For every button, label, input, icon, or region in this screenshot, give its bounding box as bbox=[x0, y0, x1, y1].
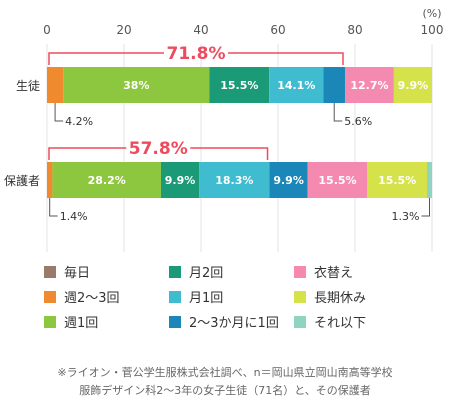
legend-swatch-8 bbox=[294, 315, 306, 328]
bar-segment-1-6 bbox=[307, 162, 368, 198]
total-label-0: 71.8% bbox=[167, 44, 226, 64]
legend-label-4: 月1回 bbox=[189, 291, 224, 306]
callout-leader-2 bbox=[49, 198, 58, 217]
legend-item-3: 月2回 bbox=[169, 262, 223, 281]
x-tick-label-0: 0 bbox=[43, 23, 51, 37]
legend-item-6: 衣替え bbox=[294, 262, 353, 281]
footnote: ※ライオン・菅公学生服株式会社調べ、n＝岡山県立岡山南高等学校 服飾デザイン科2… bbox=[10, 364, 440, 400]
bar-label-1-7: 15.5% bbox=[378, 174, 416, 187]
bar-segment-0-4 bbox=[269, 67, 324, 103]
bar-segment-1-3 bbox=[160, 162, 200, 198]
bar-segment-1-8 bbox=[426, 162, 432, 198]
bar-segment-1-5 bbox=[269, 162, 308, 198]
bar-segment-1-2 bbox=[52, 162, 161, 198]
category-label-1: 保護者 bbox=[4, 173, 40, 188]
legend-label-6: 衣替え bbox=[314, 266, 354, 281]
bar-label-0-6: 12.7% bbox=[350, 79, 388, 92]
category-label-0: 生徒 bbox=[16, 79, 40, 93]
bar-label-1-4: 18.3% bbox=[215, 174, 253, 187]
legend-label-0: 毎日 bbox=[64, 266, 91, 281]
bar-label-0-7: 9.9% bbox=[398, 79, 429, 92]
x-tick-label-1: 20 bbox=[116, 23, 131, 37]
legend-swatch-0 bbox=[44, 265, 56, 278]
legend-item-2: 週1回 bbox=[44, 312, 98, 331]
unit-label: (%) bbox=[422, 7, 441, 20]
bar-segment-1-7 bbox=[367, 162, 427, 198]
legend-swatch-5 bbox=[169, 315, 181, 328]
x-tick-label-5: 100 bbox=[421, 23, 444, 37]
bar-segment-0-7 bbox=[393, 67, 432, 103]
bar-segment-0-5 bbox=[323, 67, 345, 103]
bar-segment-0-3 bbox=[209, 67, 270, 103]
callout-leader-3 bbox=[421, 198, 430, 217]
bar-label-0-4: 14.1% bbox=[277, 79, 315, 92]
legend-label-5: 2〜3か月に1回 bbox=[189, 316, 279, 331]
legend-swatch-6 bbox=[294, 265, 306, 278]
bar-label-1-5: 9.9% bbox=[273, 174, 304, 187]
legend-item-0: 毎日 bbox=[44, 262, 90, 281]
x-tick-label-3: 60 bbox=[270, 23, 285, 37]
legend-label-8: それ以下 bbox=[314, 316, 367, 331]
bar-segment-1-4 bbox=[199, 162, 270, 198]
bar-segment-0-2 bbox=[63, 67, 210, 103]
callout-label-2: 1.4% bbox=[60, 210, 88, 223]
legend-label-3: 月2回 bbox=[189, 266, 224, 281]
legend-item-7: 長期休み bbox=[294, 287, 366, 306]
legend-item-5: 2〜3か月に1回 bbox=[169, 312, 279, 331]
legend-item-4: 月1回 bbox=[169, 287, 223, 306]
legend-label-1: 週2〜3回 bbox=[64, 291, 120, 306]
total-bracket-1 bbox=[48, 147, 269, 160]
chart-legend: 毎日週2〜3回週1回 月2回月1回 2〜3か月に1回 衣替え長期休みそれ以下 bbox=[44, 262, 444, 352]
x-tick-label-4: 80 bbox=[347, 23, 362, 37]
legend-label-7: 長期休み bbox=[314, 291, 367, 306]
legend-swatch-7 bbox=[294, 290, 306, 303]
callout-label-0: 4.2% bbox=[65, 115, 93, 128]
legend-item-8: それ以下 bbox=[294, 312, 366, 331]
callout-leader-0 bbox=[54, 103, 64, 122]
footnote-line-1: ※ライオン・菅公学生服株式会社調べ、n＝岡山県立岡山南高等学校 bbox=[57, 366, 393, 379]
bar-label-1-6: 15.5% bbox=[318, 174, 356, 187]
bar-segment-1-1 bbox=[47, 162, 53, 198]
legend-swatch-3 bbox=[169, 265, 181, 278]
legend-swatch-2 bbox=[44, 315, 56, 328]
legend-item-1: 週2〜3回 bbox=[44, 287, 120, 306]
bar-segment-0-6 bbox=[344, 67, 394, 103]
callout-label-1: 5.6% bbox=[344, 115, 372, 128]
bar-label-1-2: 28.2% bbox=[88, 174, 126, 187]
legend-swatch-1 bbox=[44, 290, 56, 303]
total-label-1: 57.8% bbox=[129, 139, 188, 159]
bar-label-0-2: 38% bbox=[123, 79, 149, 92]
callout-leader-1 bbox=[333, 103, 343, 122]
footnote-line-2: 服飾デザイン科2〜3年の女子生徒（71名）と、その保護者 bbox=[79, 384, 371, 397]
bar-segment-0-1 bbox=[47, 67, 64, 103]
x-tick-label-2: 40 bbox=[193, 23, 208, 37]
total-bracket-0 bbox=[48, 52, 344, 65]
legend-swatch-4 bbox=[169, 290, 181, 303]
legend-label-2: 週1回 bbox=[64, 316, 99, 331]
callout-label-3: 1.3% bbox=[392, 210, 420, 223]
bar-label-1-3: 9.9% bbox=[165, 174, 196, 187]
bar-label-0-3: 15.5% bbox=[220, 79, 258, 92]
